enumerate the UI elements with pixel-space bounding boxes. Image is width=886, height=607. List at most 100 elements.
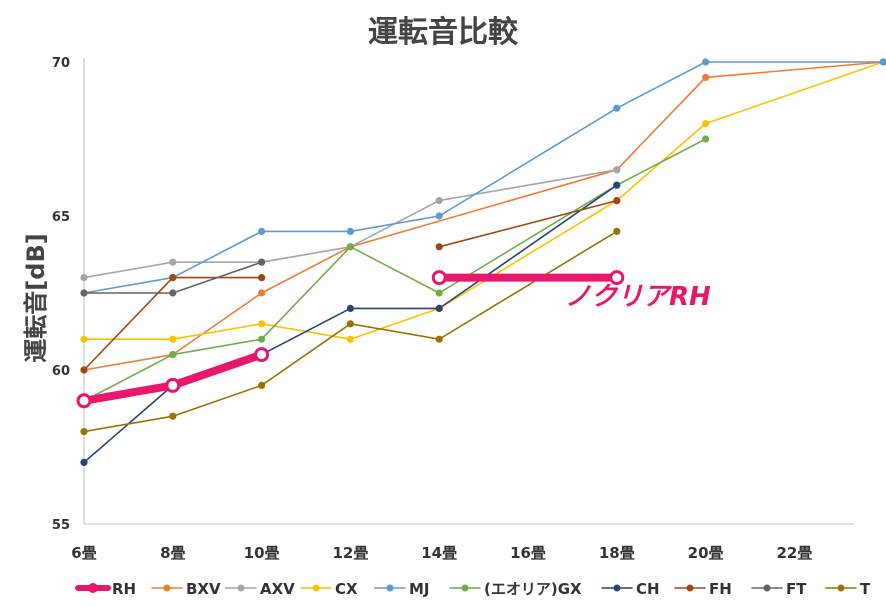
data-point	[254, 347, 270, 363]
data-point	[879, 58, 886, 66]
data-point	[613, 181, 621, 189]
data-point	[165, 377, 181, 393]
x-tick-label: 8畳	[160, 544, 185, 562]
legend-item: RH	[75, 580, 136, 598]
data-point	[169, 258, 177, 266]
data-point	[346, 320, 354, 328]
data-point	[258, 335, 266, 343]
data-point	[346, 335, 354, 343]
legend-item: T	[825, 580, 871, 598]
data-point	[80, 458, 88, 466]
legend-item: AXV	[225, 580, 295, 598]
series-(エオリア)GX	[80, 135, 710, 405]
data-point	[431, 270, 447, 286]
x-tick-label: 6畳	[71, 544, 96, 562]
legend-label: FH	[709, 580, 732, 598]
y-tick-label: 60	[52, 364, 70, 379]
data-point	[609, 270, 625, 286]
y-axis-label: 運転音[dB]	[22, 233, 50, 362]
data-point	[435, 289, 443, 297]
data-point	[258, 381, 266, 389]
series-AXV	[80, 166, 621, 282]
data-point	[435, 197, 443, 205]
legend-label: T	[860, 580, 871, 598]
data-point	[435, 243, 443, 251]
data-point	[346, 227, 354, 235]
legend: RH BXV AXV CX MJ (エオリア)GX CH FH FT T	[75, 580, 871, 598]
y-tick-label: 65	[52, 210, 70, 225]
legend-marker	[237, 584, 245, 592]
data-point	[169, 351, 177, 359]
series-CX	[80, 58, 886, 343]
data-point	[702, 135, 710, 143]
legend-item: CH	[601, 580, 660, 598]
legend-item: CX	[300, 580, 358, 598]
series-BXV	[80, 58, 886, 374]
legend-label: CX	[335, 580, 358, 598]
chart-title: 運転音比較	[368, 15, 519, 50]
series-line	[83, 169, 618, 279]
x-tick-label: 14畳	[421, 544, 457, 562]
legend-label: CH	[636, 580, 660, 598]
data-point	[80, 428, 88, 436]
data-point	[80, 289, 88, 297]
series-FT	[80, 258, 266, 297]
data-point	[702, 73, 710, 81]
legend-marker	[837, 584, 845, 592]
data-point	[613, 104, 621, 112]
legend-label: MJ	[409, 580, 430, 598]
legend-label: AXV	[260, 580, 295, 598]
data-point	[169, 412, 177, 420]
data-point	[702, 58, 710, 66]
data-point	[435, 335, 443, 343]
data-point	[613, 227, 621, 235]
data-point	[435, 212, 443, 220]
data-point	[76, 393, 92, 409]
legend-marker	[163, 584, 171, 592]
legend-label: (エオリア)GX	[484, 580, 582, 598]
legend-item: MJ	[374, 580, 430, 598]
series-line	[83, 61, 885, 341]
legend-label: BXV	[186, 580, 221, 598]
data-point	[169, 289, 177, 297]
data-point	[80, 274, 88, 282]
legend-item: (エオリア)GX	[449, 580, 582, 598]
data-point	[702, 120, 710, 128]
series-line	[83, 61, 885, 371]
data-point	[346, 243, 354, 251]
data-point	[346, 304, 354, 312]
series-ノクリアRH	[431, 270, 625, 286]
data-point	[169, 274, 177, 282]
series-line	[83, 61, 885, 294]
legend-label: RH	[112, 580, 136, 598]
data-point	[613, 166, 621, 174]
x-tick-label: 12畳	[332, 544, 368, 562]
series-FH	[80, 197, 621, 374]
data-point	[258, 227, 266, 235]
legend-marker	[613, 584, 621, 592]
series-line	[83, 230, 618, 433]
series-line	[83, 184, 618, 464]
x-tick-label: 22畳	[776, 544, 812, 562]
series-line	[83, 138, 707, 402]
data-point	[258, 258, 266, 266]
data-point	[258, 320, 266, 328]
data-point	[613, 197, 621, 205]
series-line	[438, 199, 618, 248]
data-point	[80, 335, 88, 343]
legend-label: FT	[786, 580, 807, 598]
legend-marker	[763, 584, 771, 592]
data-point	[80, 366, 88, 374]
series-RH	[76, 347, 270, 409]
legend-marker	[461, 584, 469, 592]
data-point	[258, 289, 266, 297]
legend-item: BXV	[151, 580, 221, 598]
legend-item: FH	[674, 580, 732, 598]
x-tick-label: 10畳	[244, 544, 280, 562]
series-MJ	[80, 58, 886, 297]
series-layer	[76, 58, 886, 466]
legend-item: FT	[751, 580, 807, 598]
x-tick-label: 16畳	[510, 544, 546, 562]
data-point	[435, 304, 443, 312]
x-tick-label: 20畳	[688, 544, 724, 562]
